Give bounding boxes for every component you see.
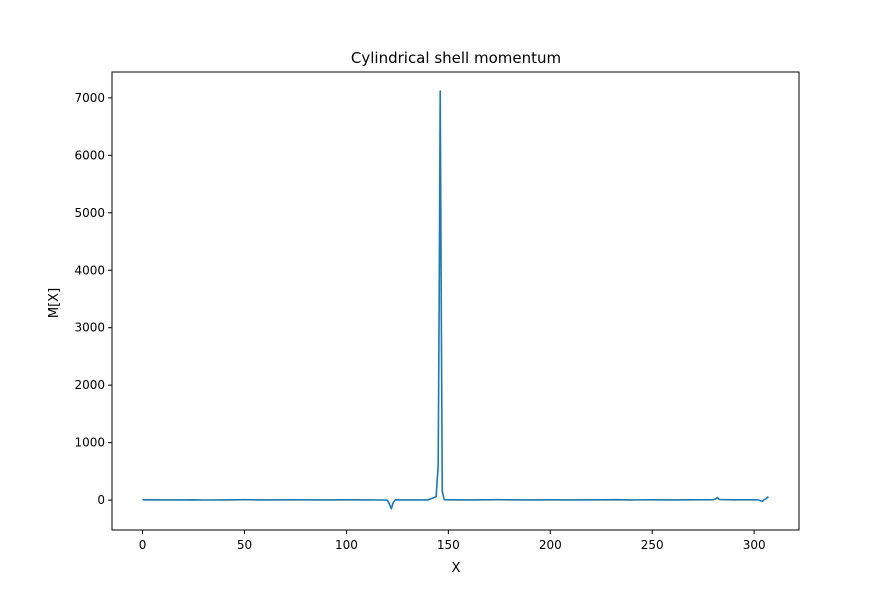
x-tick-label: 0 [139, 538, 147, 552]
y-tick-label: 1000 [74, 436, 105, 450]
x-axis: 0 50 100 150 200 250 300 [139, 530, 766, 552]
y-axis: 0 1000 2000 3000 4000 5000 6000 7000 [74, 91, 112, 507]
y-tick-label: 7000 [74, 91, 105, 105]
x-tick-label: 100 [335, 538, 358, 552]
plot-area [142, 90, 769, 510]
x-tick-label: 300 [743, 538, 766, 552]
x-tick-label: 200 [539, 538, 562, 552]
series-line-0 [142, 90, 769, 510]
y-tick-label: 4000 [74, 263, 105, 277]
axes-frame [111, 71, 800, 531]
x-tick-label: 150 [437, 538, 460, 552]
y-tick-label: 2000 [74, 378, 105, 392]
y-tick-label: 0 [97, 493, 105, 507]
x-tick-label: 50 [237, 538, 252, 552]
y-axis-label: M[X] [47, 288, 62, 318]
y-tick-label: 6000 [74, 148, 105, 162]
chart-title: Cylindrical shell momentum [351, 49, 561, 67]
y-tick-label: 3000 [74, 321, 105, 335]
x-tick-label: 250 [641, 538, 664, 552]
y-tick-label: 5000 [74, 206, 105, 220]
x-axis-label: X [452, 561, 461, 576]
